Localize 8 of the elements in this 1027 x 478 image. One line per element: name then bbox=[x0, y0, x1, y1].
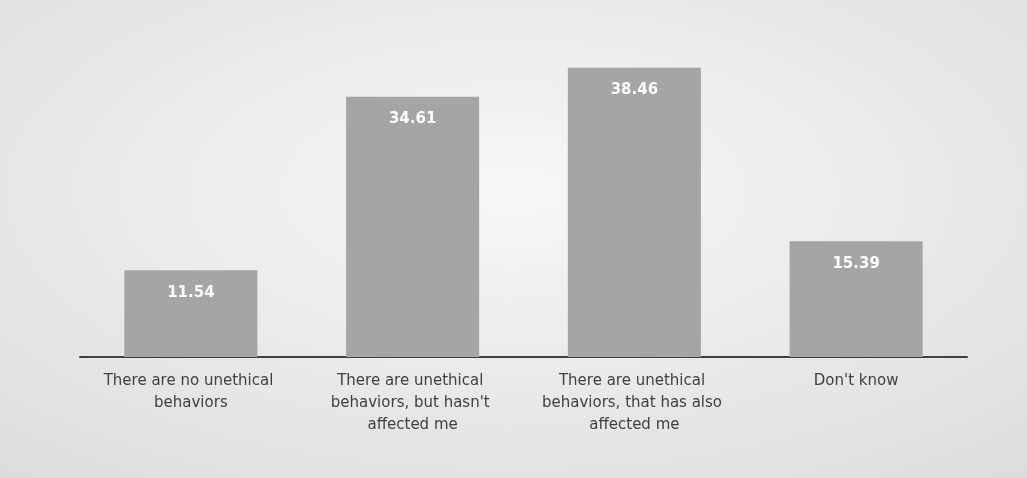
x-tick-label: There are unethical behaviors, but hasn't affected me bbox=[330, 371, 495, 433]
x-tick-label: Don't know bbox=[813, 371, 899, 389]
x-tick-label: There are no unethical behaviors bbox=[102, 371, 279, 411]
data-label: 34.61 bbox=[388, 109, 437, 128]
data-label: 15.39 bbox=[832, 253, 880, 272]
x-tick-label: There are unethical behaviors, that has also affected me bbox=[541, 371, 727, 433]
data-label: 38.46 bbox=[610, 80, 659, 99]
data-label: 11.54 bbox=[167, 282, 215, 301]
